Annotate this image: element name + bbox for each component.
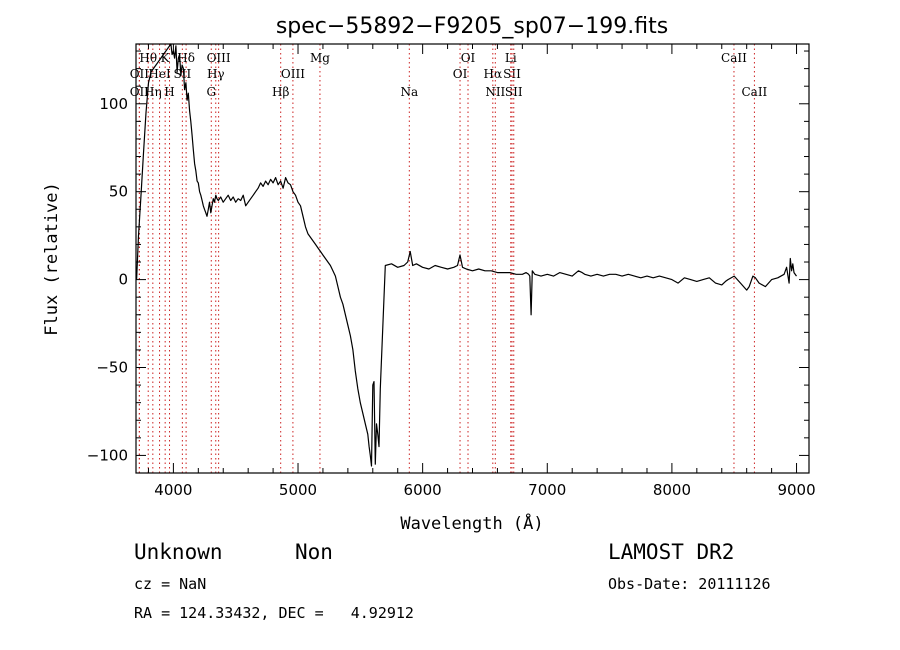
observation-date: Obs-Date: 20111126 [608, 575, 771, 593]
y-tick-label-3: 50 [109, 183, 128, 201]
y-axis-label: Flux (relative) [42, 182, 62, 336]
spectrum-series [136, 43, 797, 467]
spectral-line-label-22: SII [505, 85, 523, 99]
spectral-line-label-11: OIII [207, 51, 231, 65]
y-tick-label-2: 0 [118, 271, 128, 289]
x-tick-label-1: 5000 [279, 481, 317, 499]
x-tick-label-4: 8000 [653, 481, 691, 499]
survey-name: LAMOST DR2 [608, 540, 735, 564]
plot-frame [135, 43, 810, 474]
spectral-line-label-12: Hβ [272, 85, 289, 99]
spectral-line-label-21: SII [503, 67, 521, 81]
x-tick-label-0: 4000 [154, 481, 192, 499]
spectral-line-label-5: K [161, 51, 171, 65]
redshift-cz: cz = NaN [134, 575, 207, 593]
spectral-line-label-18: Hα [484, 67, 503, 81]
x-tick-label-5: 9000 [777, 481, 815, 499]
spectral-line-markers: OIIOIIHθHηHeIKHSIIHδGHγOIIIHβOIIIMgNaOIO… [130, 44, 768, 473]
y-tick-label-4: 100 [99, 95, 128, 113]
spectral-line-label-20: Li [505, 51, 517, 65]
coordinates: RA = 124.33432, DEC = 4.92912 [134, 604, 414, 622]
spectral-line-label-8: Hδ [177, 51, 195, 65]
y-tick-label-1: −50 [96, 359, 128, 377]
spectral-line-label-6: H [164, 85, 174, 99]
spectral-line-label-3: Hη [144, 85, 162, 99]
spectral-line-label-4: HeI [148, 67, 171, 81]
x-tick-label-2: 6000 [404, 481, 442, 499]
spectral-line-label-0: OII [130, 85, 150, 99]
spectral-line-label-24: CaII [741, 85, 767, 99]
spectral-line-label-7: SII [174, 67, 192, 81]
spectral-line-label-16: OI [453, 67, 468, 81]
spectral-line-label-1: OII [130, 67, 150, 81]
chart-title: spec−55892−F9205_sp07−199.fits [276, 14, 668, 39]
spectral-line-label-13: OIII [281, 67, 305, 81]
axis-ticks: 4000 5000 6000 7000 8000 9000 −100 −50 0 50 100 [87, 44, 816, 499]
x-axis-label: Wavelength (Å) [400, 512, 543, 534]
spectral-line-label-23: CaII [721, 51, 747, 65]
y-tick-label-0: −100 [87, 446, 128, 464]
spectral-line-label-19: NII [485, 85, 505, 99]
spectral-line-label-17: OI [461, 51, 476, 65]
spectral-line-label-15: Na [400, 85, 418, 99]
spectral-line-label-9: G [206, 85, 216, 99]
object-class: Unknown [134, 540, 223, 564]
spectral-line-label-2: Hθ [139, 51, 157, 65]
x-tick-label-3: 7000 [528, 481, 566, 499]
object-subclass: Non [295, 540, 333, 564]
spectral-line-label-14: Mg [310, 51, 330, 65]
spectral-line-label-10: Hγ [207, 67, 225, 81]
